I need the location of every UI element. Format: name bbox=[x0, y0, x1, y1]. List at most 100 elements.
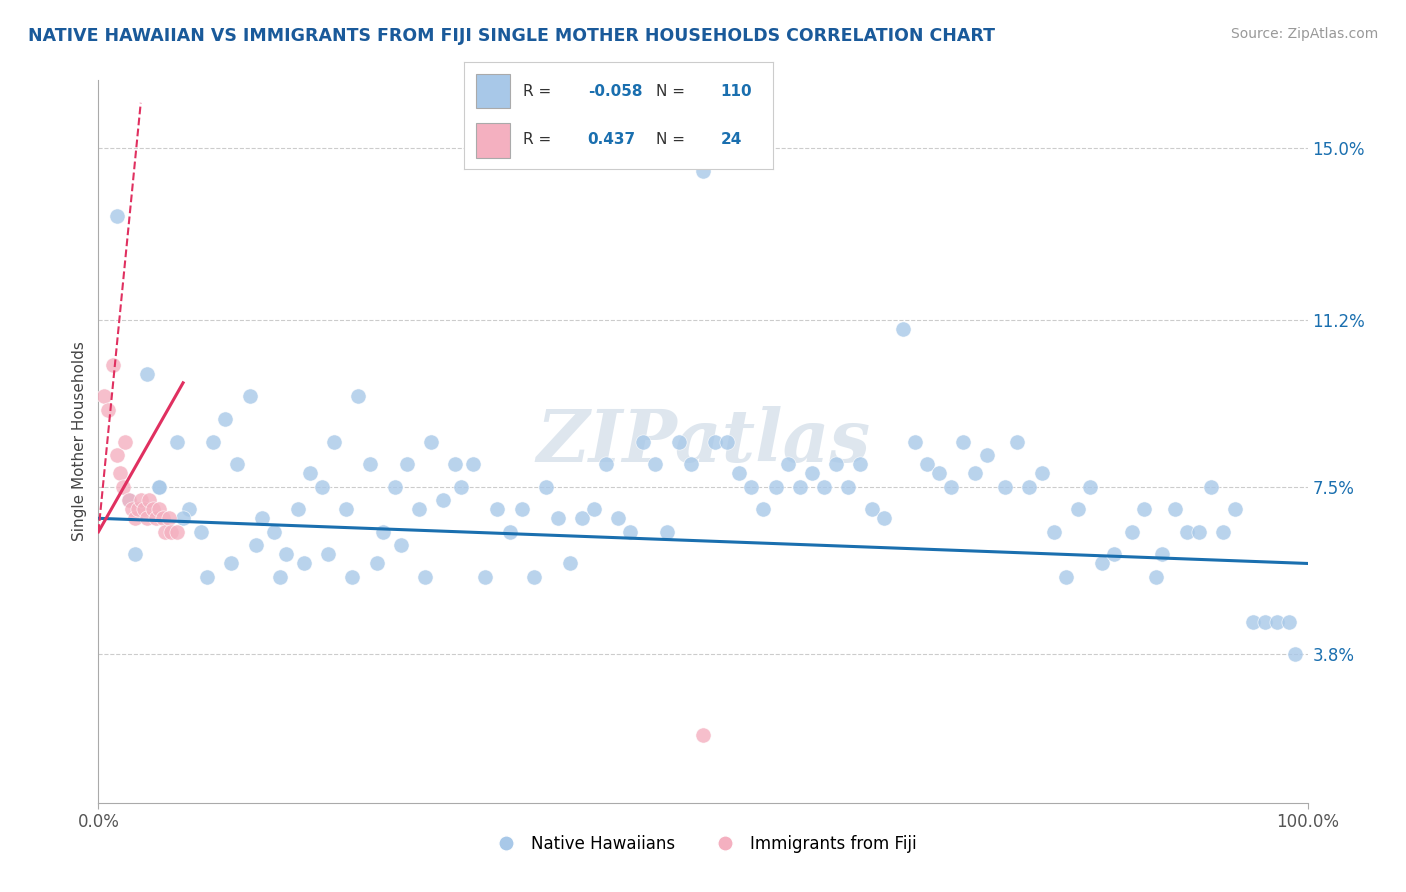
Point bbox=[607, 511, 630, 525]
Point bbox=[108, 466, 131, 480]
Point bbox=[904, 434, 927, 449]
Point bbox=[166, 524, 188, 539]
Point bbox=[214, 412, 236, 426]
Point bbox=[928, 466, 950, 480]
Point bbox=[583, 502, 606, 516]
Point bbox=[360, 457, 382, 471]
Point bbox=[263, 524, 285, 539]
Point bbox=[347, 389, 370, 403]
Point bbox=[323, 434, 346, 449]
Point bbox=[118, 493, 141, 508]
Point bbox=[776, 457, 799, 471]
Point bbox=[121, 502, 143, 516]
Point bbox=[1121, 524, 1143, 539]
Point bbox=[1102, 548, 1125, 562]
Point bbox=[299, 466, 322, 480]
Point bbox=[704, 434, 727, 449]
Point bbox=[134, 502, 156, 516]
Point bbox=[444, 457, 467, 471]
Y-axis label: Single Mother Households: Single Mother Households bbox=[72, 342, 87, 541]
Point bbox=[965, 466, 987, 480]
Point bbox=[860, 502, 883, 516]
Point bbox=[413, 570, 436, 584]
Point bbox=[571, 511, 593, 525]
Point bbox=[135, 511, 157, 525]
Point bbox=[1212, 524, 1234, 539]
Point bbox=[111, 480, 134, 494]
Point bbox=[474, 570, 496, 584]
Point bbox=[644, 457, 666, 471]
Point bbox=[101, 358, 124, 372]
FancyBboxPatch shape bbox=[477, 74, 510, 109]
Point bbox=[239, 389, 262, 403]
Point bbox=[292, 557, 315, 571]
Point bbox=[679, 457, 702, 471]
Point bbox=[1284, 647, 1306, 661]
Point bbox=[152, 511, 174, 525]
Point bbox=[558, 557, 581, 571]
Point bbox=[1018, 480, 1040, 494]
Point bbox=[1163, 502, 1185, 516]
Point bbox=[631, 434, 654, 449]
Point bbox=[97, 403, 120, 417]
Point bbox=[1223, 502, 1246, 516]
Point bbox=[1199, 480, 1222, 494]
Point bbox=[692, 163, 714, 178]
Point bbox=[245, 538, 267, 552]
Text: ZIPatlas: ZIPatlas bbox=[536, 406, 870, 477]
Point bbox=[450, 480, 472, 494]
FancyBboxPatch shape bbox=[477, 123, 510, 158]
Point bbox=[148, 502, 170, 516]
Point bbox=[395, 457, 418, 471]
Text: R =: R = bbox=[523, 84, 551, 99]
Point bbox=[655, 524, 678, 539]
Point bbox=[789, 480, 811, 494]
Point bbox=[105, 448, 128, 462]
Point bbox=[891, 321, 914, 335]
Point bbox=[371, 524, 394, 539]
Point bbox=[813, 480, 835, 494]
Point bbox=[114, 434, 136, 449]
Point bbox=[145, 511, 167, 525]
Point bbox=[408, 502, 430, 516]
Point bbox=[915, 457, 938, 471]
Point bbox=[172, 511, 194, 525]
Point bbox=[1152, 548, 1174, 562]
Point bbox=[692, 728, 714, 742]
Point bbox=[1133, 502, 1156, 516]
Text: -0.058: -0.058 bbox=[588, 84, 643, 99]
Point bbox=[523, 570, 546, 584]
Point bbox=[1254, 615, 1277, 630]
Point bbox=[825, 457, 848, 471]
Point bbox=[1278, 615, 1301, 630]
Point bbox=[716, 434, 738, 449]
Point bbox=[160, 524, 183, 539]
Point bbox=[1175, 524, 1198, 539]
Text: 110: 110 bbox=[721, 84, 752, 99]
Point bbox=[221, 557, 243, 571]
Point bbox=[1031, 466, 1053, 480]
Point bbox=[510, 502, 533, 516]
Point bbox=[311, 480, 333, 494]
Point bbox=[740, 480, 762, 494]
Point bbox=[432, 493, 454, 508]
Point bbox=[316, 548, 339, 562]
Point bbox=[202, 434, 225, 449]
Point bbox=[534, 480, 557, 494]
Point bbox=[939, 480, 962, 494]
Point bbox=[118, 493, 141, 508]
Point bbox=[384, 480, 406, 494]
Point bbox=[1067, 502, 1090, 516]
Point bbox=[105, 209, 128, 223]
Point bbox=[728, 466, 751, 480]
Text: 24: 24 bbox=[721, 132, 742, 147]
Point bbox=[287, 502, 309, 516]
Point bbox=[166, 434, 188, 449]
Point bbox=[148, 480, 170, 494]
Point bbox=[547, 511, 569, 525]
Point bbox=[335, 502, 357, 516]
Point bbox=[389, 538, 412, 552]
Text: Source: ZipAtlas.com: Source: ZipAtlas.com bbox=[1230, 27, 1378, 41]
Point bbox=[195, 570, 218, 584]
Point bbox=[498, 524, 520, 539]
